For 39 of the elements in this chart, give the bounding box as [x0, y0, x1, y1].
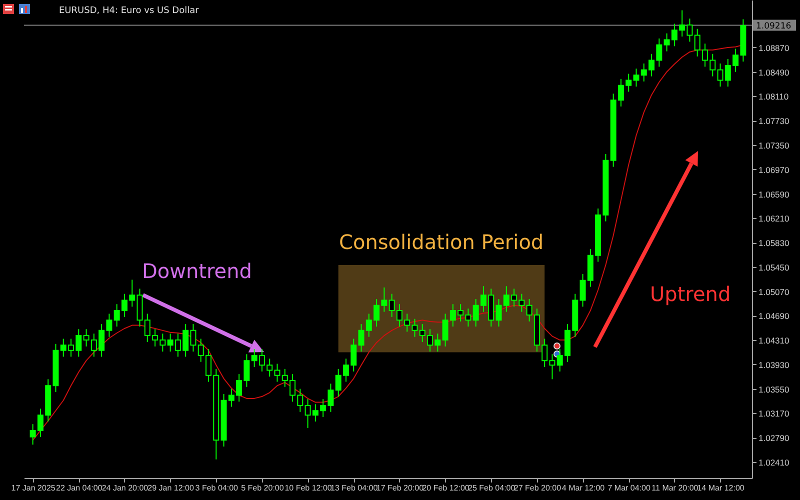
band-label: Consolidation Period: [339, 230, 544, 254]
y-tick-label: 1.06210: [758, 214, 790, 224]
x-tick-label: 11 Mar 20:00: [652, 484, 699, 492]
y-tick-label: 1.03170: [758, 408, 790, 419]
x-tick-label: 27 Feb 20:00: [514, 484, 562, 492]
x-tick-label: 3 Feb 04:00: [195, 484, 239, 492]
y-tick-label: 1.08870: [758, 42, 790, 53]
x-tick-label: 14 Mar 12:00: [697, 484, 745, 492]
annotation: Uptrend: [650, 282, 731, 306]
y-tick-label: 1.03550: [758, 384, 790, 394]
y-tick-label: 1.07350: [758, 140, 790, 151]
x-tick-label: 25 Feb 04:00: [468, 484, 516, 492]
x-tick-label: 20 Feb 12:00: [422, 484, 470, 492]
x-tick-label: 22 Jan 04:00: [56, 484, 103, 492]
x-tick-label: 7 Mar 04:00: [608, 484, 651, 492]
y-tick-label: 1.02790: [758, 433, 790, 444]
y-tick-label: 1.05450: [758, 262, 790, 272]
annotation: Downtrend: [142, 259, 252, 283]
y-tick-label: 1.08110: [758, 92, 789, 102]
y-tick-label: 1.03930: [758, 360, 790, 370]
x-tick-label: 4 Mar 12:00: [562, 484, 606, 492]
x-tick-label: 17 Jan 2025: [11, 484, 56, 492]
x-tick-label: 13 Feb 04:00: [330, 484, 378, 492]
x-tick-label: 17 Feb 20:00: [376, 484, 424, 492]
ref-line-label: 1.09216: [756, 21, 792, 32]
x-tick-label: 10 Feb 12:00: [284, 484, 332, 492]
y-tick-label: 1.04690: [758, 311, 790, 322]
y-tick-label: 1.05070: [758, 286, 790, 297]
y-tick-label: 1.07730: [758, 116, 790, 126]
x-tick-label: 5 Feb 20:00: [241, 484, 284, 492]
x-tick-label: 29 Jan 12:00: [148, 484, 194, 492]
x-tick-label: 24 Jan 20:00: [102, 484, 149, 492]
y-tick-label: 1.08490: [758, 67, 790, 78]
y-tick-label: 1.05830: [758, 238, 790, 248]
y-tick-label: 1.04310: [758, 336, 790, 346]
y-tick-label: 1.06590: [758, 189, 790, 200]
text: EURUSD, H4: Euro vs US Dollar: [59, 6, 200, 16]
y-tick-label: 1.06970: [758, 164, 790, 175]
y-tick-label: 1.02410: [758, 457, 790, 468]
